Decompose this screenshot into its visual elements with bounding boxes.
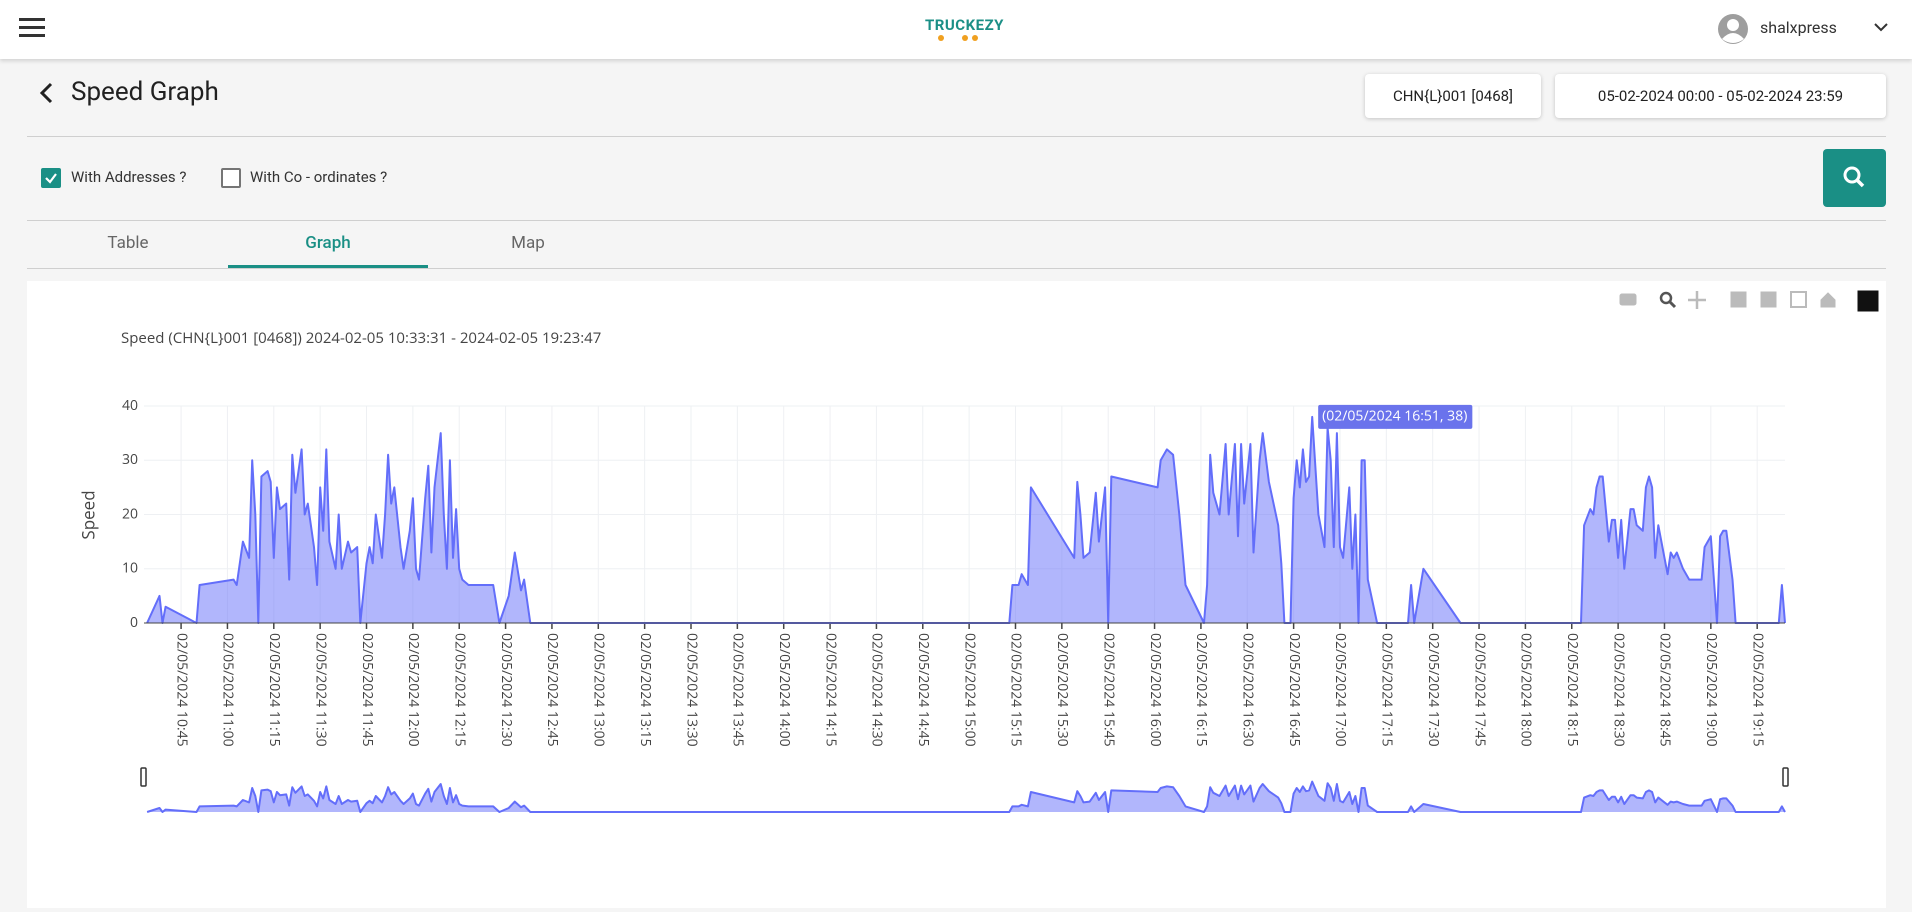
user-menu-chevron[interactable] xyxy=(1873,21,1889,33)
y-tick-label: 40 xyxy=(122,396,138,415)
menu-button[interactable] xyxy=(19,17,45,39)
x-tick-label: 02/05/2024 11:30 xyxy=(311,633,330,747)
x-tick-label: 02/05/2024 12:15 xyxy=(450,633,469,747)
chart: Speed (CHN{L}001 [0468]) 2024-02-05 10:3… xyxy=(77,290,1879,813)
hover-label-box xyxy=(1318,404,1473,429)
x-tick-label: 02/05/2024 17:30 xyxy=(1424,633,1443,747)
divider xyxy=(27,220,1886,221)
y-axis-label: Speed xyxy=(77,490,100,539)
x-tick-label: 02/05/2024 14:00 xyxy=(775,633,794,747)
x-tick-label: 02/05/2024 11:45 xyxy=(358,633,377,747)
divider xyxy=(27,268,1886,269)
x-tick-label: 02/05/2024 15:00 xyxy=(960,633,979,747)
tab[interactable]: Table xyxy=(107,233,149,253)
chart-title: Speed (CHN{L}001 [0468]) 2024-02-05 10:3… xyxy=(121,328,601,348)
zoom-button[interactable] xyxy=(1659,291,1673,305)
x-tick-label: 02/05/2024 19:15 xyxy=(1748,633,1767,747)
zoom-in-button[interactable] xyxy=(1730,291,1747,308)
y-tick-label: 20 xyxy=(122,504,138,523)
tab[interactable]: Map xyxy=(511,233,545,253)
x-tick-label: 02/05/2024 13:30 xyxy=(682,633,701,747)
hover-label: (02/05/2024 16:51, 38) xyxy=(1318,404,1473,429)
x-tick-label: 02/05/2024 16:45 xyxy=(1285,633,1304,747)
zoom-out-button[interactable] xyxy=(1760,291,1777,308)
modebar xyxy=(1619,290,1879,312)
x-tick-label: 02/05/2024 15:30 xyxy=(1053,633,1072,747)
reset-button[interactable] xyxy=(1820,292,1836,308)
x-tick-label: 02/05/2024 18:30 xyxy=(1609,633,1628,747)
checkbox[interactable] xyxy=(221,168,241,188)
x-tick-label: 02/05/2024 14:45 xyxy=(914,633,933,747)
x-tick-label: 02/05/2024 16:30 xyxy=(1239,633,1258,747)
username[interactable]: shalxpress xyxy=(1760,18,1837,37)
x-tick-label: 02/05/2024 11:15 xyxy=(265,633,284,747)
x-tick-label: 02/05/2024 14:30 xyxy=(868,633,887,747)
x-tick-label: 02/05/2024 10:45 xyxy=(172,633,191,747)
back-button[interactable] xyxy=(38,82,56,104)
x-tick-label: 02/05/2024 15:15 xyxy=(1007,633,1026,747)
hover-label-text: (02/05/2024 16:51, 38) xyxy=(1322,407,1467,426)
avatar[interactable] xyxy=(1717,13,1749,45)
x-tick-label: 02/05/2024 12:30 xyxy=(497,633,516,747)
x-tick-label: 02/05/2024 15:45 xyxy=(1099,633,1118,747)
vehicle-select[interactable]: CHN{L}001 [0468] xyxy=(1365,74,1541,118)
logo[interactable]: TRUCKEZY xyxy=(925,16,1004,34)
speed-area-fill xyxy=(147,416,1786,623)
search-icon xyxy=(1843,166,1865,188)
plotly-logo[interactable] xyxy=(1857,290,1879,312)
y-tick-label: 0 xyxy=(130,613,138,632)
x-tick-label: 02/05/2024 12:45 xyxy=(543,633,562,747)
x-tick-label: 02/05/2024 19:00 xyxy=(1702,633,1721,747)
date-range-select[interactable]: 05-02-2024 00:00 - 05-02-2024 23:59 xyxy=(1555,74,1886,118)
x-tick-label: 02/05/2024 17:15 xyxy=(1378,633,1397,747)
range-slider-area-fill xyxy=(147,781,1786,812)
autoscale-button[interactable] xyxy=(1790,291,1807,308)
x-tick-label: 02/05/2024 12:00 xyxy=(404,633,423,747)
logo-wheels xyxy=(938,35,978,41)
zoom-handle xyxy=(1668,300,1677,309)
x-tick-label: 02/05/2024 18:15 xyxy=(1563,633,1582,747)
x-tick-label: 02/05/2024 17:00 xyxy=(1331,633,1350,747)
x-tick-label: 02/05/2024 16:00 xyxy=(1146,633,1165,747)
search-button[interactable] xyxy=(1823,149,1886,207)
x-tick-label: 02/05/2024 14:15 xyxy=(821,633,840,747)
range-slider-handle[interactable] xyxy=(140,767,147,787)
speed-area-line xyxy=(146,415,1786,624)
divider xyxy=(27,136,1886,137)
camera-button[interactable] xyxy=(1619,293,1637,306)
page-title: Speed Graph xyxy=(71,77,219,107)
y-tick-label: 30 xyxy=(122,450,138,469)
tab-indicator xyxy=(228,265,428,268)
tab[interactable]: Graph xyxy=(305,233,351,253)
range-slider-handle[interactable] xyxy=(1782,767,1789,787)
x-tick-label: 02/05/2024 11:00 xyxy=(219,633,238,747)
x-tick-label: 02/05/2024 18:45 xyxy=(1656,633,1675,747)
checkbox-label[interactable]: With Addresses ? xyxy=(71,168,187,186)
range-slider-area-line xyxy=(146,780,1786,813)
x-tick-label: 02/05/2024 13:45 xyxy=(729,633,748,747)
x-tick-label: 02/05/2024 13:00 xyxy=(590,633,609,747)
chart-panel: Speed (CHN{L}001 [0468]) 2024-02-05 10:3… xyxy=(27,281,1886,908)
checkbox-label[interactable]: With Co - ordinates ? xyxy=(250,168,388,186)
x-tick-label: 02/05/2024 18:00 xyxy=(1517,633,1536,747)
x-tick-label: 02/05/2024 17:45 xyxy=(1470,633,1489,747)
x-tick-label: 02/05/2024 13:15 xyxy=(636,633,655,747)
y-tick-label: 10 xyxy=(122,559,138,578)
checkbox[interactable] xyxy=(41,168,61,188)
header: TRUCKEZY shalxpress xyxy=(0,0,1912,59)
check-mark xyxy=(45,173,57,184)
pan-button[interactable] xyxy=(1688,291,1706,309)
x-tick-label: 02/05/2024 16:15 xyxy=(1192,633,1211,747)
